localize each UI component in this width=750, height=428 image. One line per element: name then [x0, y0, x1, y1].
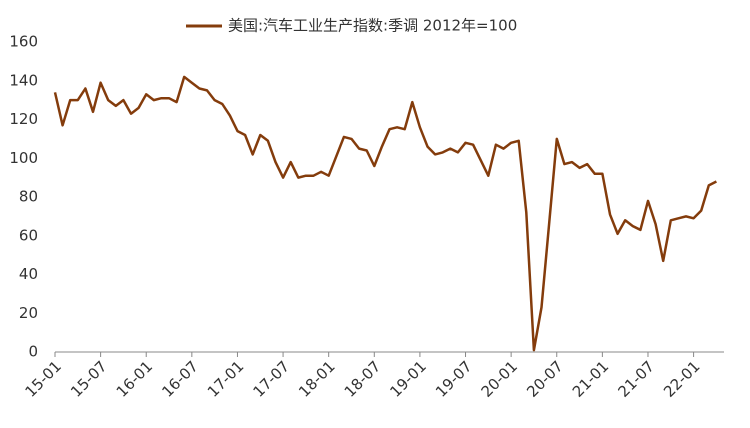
y-tick-label: 160 — [9, 33, 38, 51]
x-tick-label: 17-01 — [204, 357, 248, 401]
y-tick-label: 40 — [19, 265, 38, 283]
y-tick-label: 0 — [28, 343, 38, 361]
x-tick-label: 18-01 — [295, 357, 339, 401]
x-tick-label: 20-01 — [478, 357, 522, 401]
x-tick-label: 15-01 — [21, 357, 65, 401]
x-tick-label: 20-07 — [523, 357, 567, 401]
x-tick-label: 21-07 — [614, 357, 658, 401]
y-tick-label: 100 — [9, 149, 38, 167]
x-tick-label: 21-01 — [569, 357, 613, 401]
x-tick-label: 15-07 — [67, 357, 111, 401]
y-tick-label: 20 — [19, 304, 38, 322]
legend-label: 美国:汽车工业生产指数:季调 2012年=100 — [228, 17, 517, 35]
x-tick-label: 18-07 — [341, 357, 385, 401]
line-series — [53, 75, 717, 352]
x-tick-label: 16-01 — [113, 357, 157, 401]
y-tick-label: 80 — [19, 188, 38, 206]
x-tick-label: 19-01 — [386, 357, 430, 401]
x-tick-label: 22-01 — [660, 357, 704, 401]
x-tick-label: 19-07 — [432, 357, 476, 401]
y-tick-label: 60 — [19, 226, 38, 244]
x-tick-label: 16-07 — [158, 357, 202, 401]
y-tick-label: 120 — [9, 110, 38, 128]
x-tick-label: 17-07 — [250, 357, 294, 401]
y-tick-label: 140 — [9, 71, 38, 89]
